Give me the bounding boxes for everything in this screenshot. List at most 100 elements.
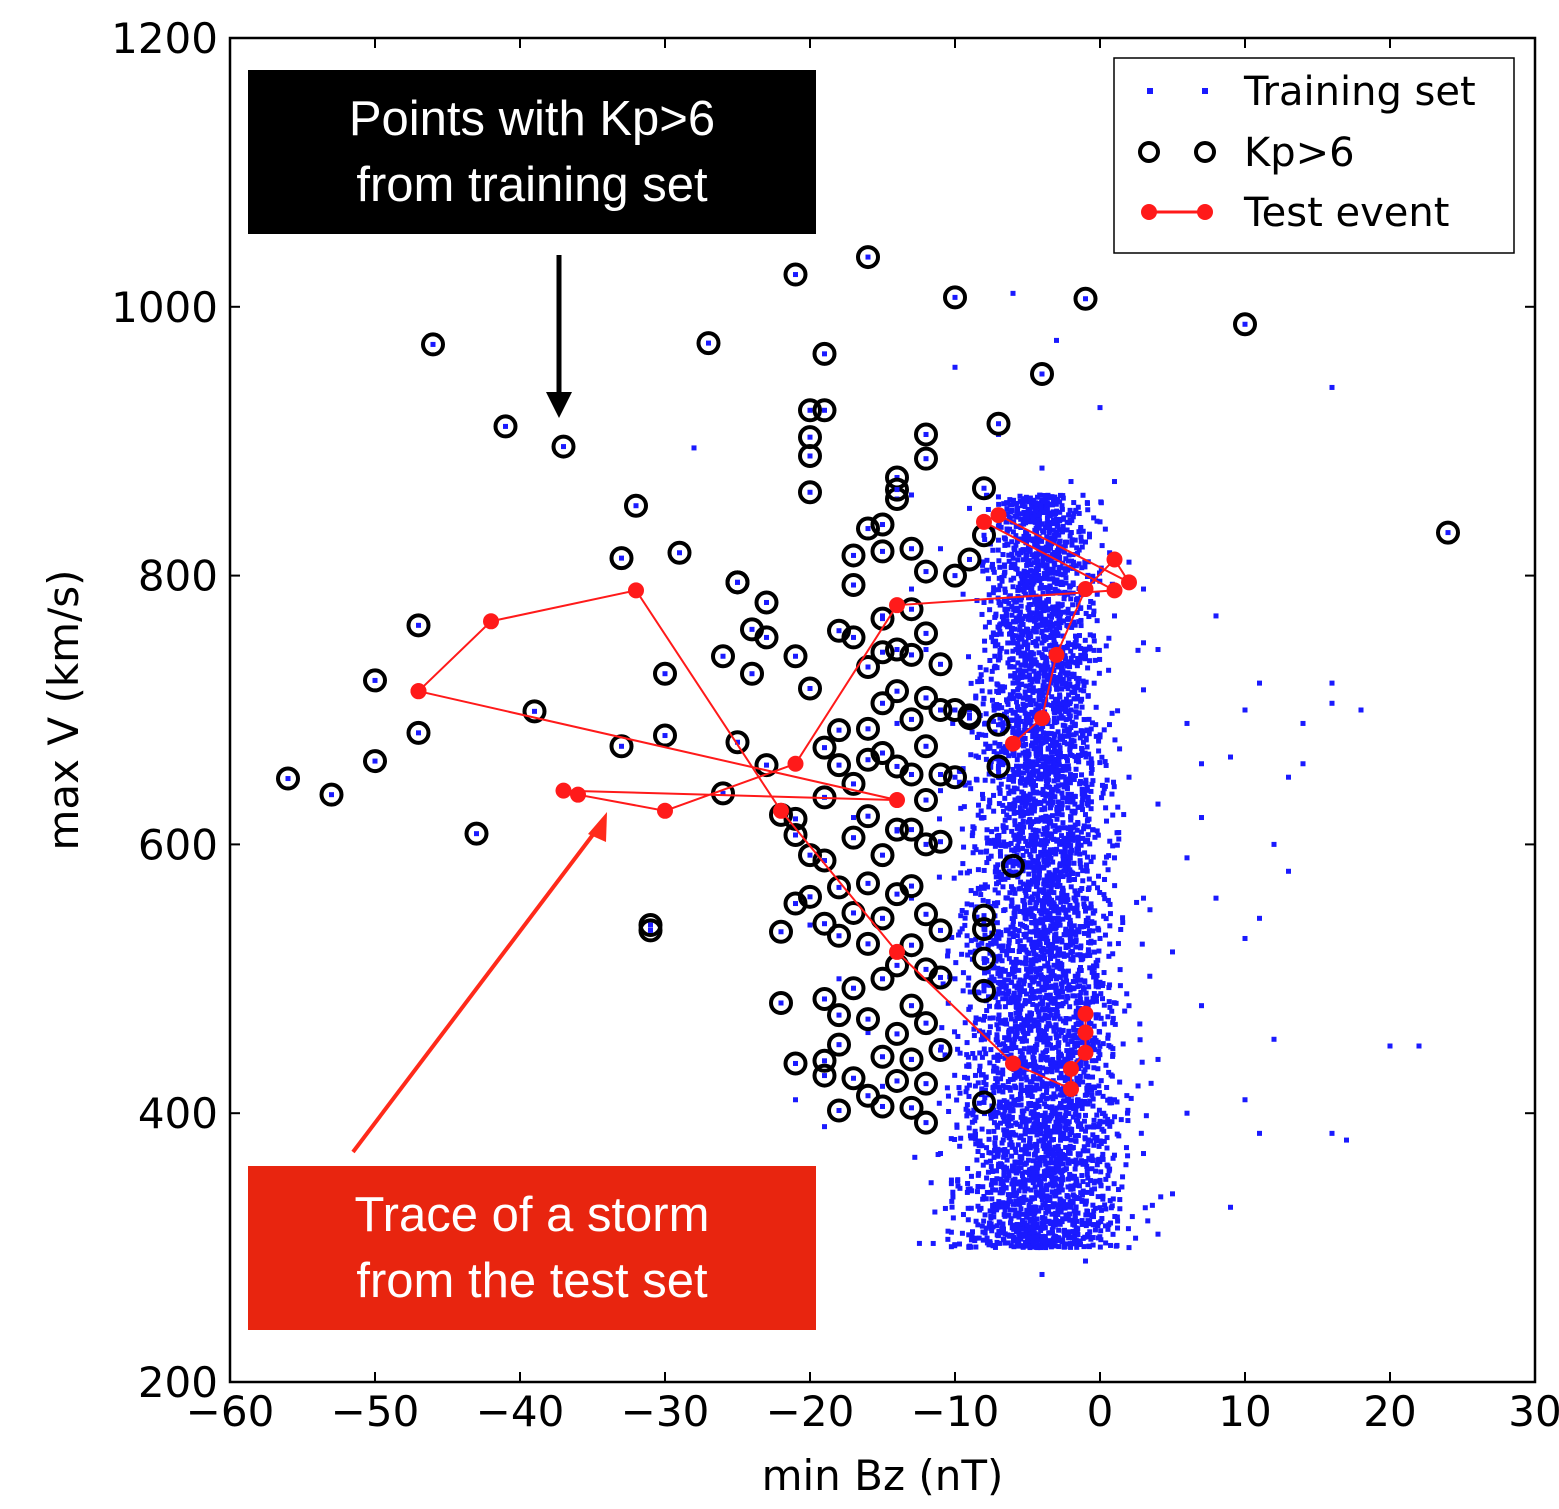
training-point bbox=[1000, 723, 1006, 729]
training-point bbox=[969, 902, 975, 908]
training-point bbox=[1035, 893, 1041, 899]
training-point bbox=[997, 628, 1003, 634]
training-point bbox=[998, 843, 1004, 849]
training-point bbox=[956, 932, 962, 938]
training-point bbox=[996, 587, 1002, 593]
training-point bbox=[1075, 680, 1081, 686]
training-point bbox=[1044, 1084, 1050, 1090]
training-point bbox=[1103, 805, 1109, 811]
training-point bbox=[1093, 722, 1099, 728]
training-point bbox=[1048, 886, 1054, 892]
training-point bbox=[1072, 1133, 1078, 1139]
training-point bbox=[1043, 1172, 1049, 1178]
training-point bbox=[1049, 754, 1055, 760]
training-point bbox=[1045, 779, 1051, 785]
training-point bbox=[1004, 991, 1010, 997]
training-point bbox=[1090, 1202, 1096, 1208]
training-point bbox=[985, 942, 991, 948]
training-point bbox=[985, 840, 991, 846]
training-point bbox=[1048, 1012, 1054, 1018]
training-point bbox=[1063, 910, 1069, 916]
training-point bbox=[983, 732, 989, 738]
training-point bbox=[1117, 1197, 1123, 1203]
training-point bbox=[1105, 1121, 1111, 1127]
training-point bbox=[1032, 918, 1038, 924]
training-point bbox=[1030, 628, 1036, 634]
training-point bbox=[1040, 1055, 1046, 1061]
training-point bbox=[1014, 1034, 1020, 1040]
training-point bbox=[1031, 661, 1037, 667]
training-point bbox=[1000, 1187, 1006, 1193]
training-point bbox=[1064, 978, 1070, 984]
training-point bbox=[1096, 1143, 1102, 1149]
training-point bbox=[1014, 514, 1020, 520]
training-point bbox=[1095, 832, 1101, 838]
training-point bbox=[1107, 1123, 1113, 1129]
training-point bbox=[1001, 839, 1007, 845]
training-point bbox=[1016, 1210, 1022, 1216]
training-point bbox=[997, 652, 1003, 658]
training-point bbox=[993, 958, 999, 964]
training-point bbox=[969, 1232, 975, 1238]
training-set-points bbox=[691, 290, 1422, 1277]
training-point bbox=[994, 688, 1000, 694]
training-point bbox=[1012, 974, 1018, 980]
training-point bbox=[1003, 927, 1009, 933]
training-point bbox=[1001, 1104, 1007, 1110]
training-point bbox=[1054, 577, 1060, 583]
training-point bbox=[1008, 1016, 1014, 1022]
training-point bbox=[1010, 710, 1016, 716]
training-point bbox=[1091, 647, 1097, 653]
training-point bbox=[1049, 969, 1055, 975]
training-point bbox=[1003, 622, 1009, 628]
training-point bbox=[1000, 1183, 1006, 1189]
training-point bbox=[1019, 511, 1025, 517]
training-point bbox=[1023, 961, 1029, 967]
training-point bbox=[1057, 499, 1063, 505]
training-point bbox=[1031, 966, 1037, 972]
training-point bbox=[996, 1199, 1002, 1205]
training-point bbox=[1036, 868, 1042, 874]
training-point bbox=[1073, 1161, 1079, 1167]
training-point bbox=[1073, 1196, 1079, 1202]
training-point bbox=[950, 720, 956, 726]
training-point bbox=[1038, 610, 1044, 616]
training-point bbox=[1050, 590, 1056, 596]
training-point bbox=[995, 1153, 1001, 1159]
training-point bbox=[1084, 787, 1090, 793]
training-point bbox=[1074, 685, 1080, 691]
training-point bbox=[1006, 1212, 1012, 1218]
training-point bbox=[1079, 956, 1085, 962]
training-point bbox=[1020, 1114, 1026, 1120]
training-point bbox=[964, 1102, 970, 1108]
training-point bbox=[1011, 1201, 1017, 1207]
training-point bbox=[1042, 956, 1048, 962]
training-point bbox=[1040, 655, 1046, 661]
training-point bbox=[1044, 1090, 1050, 1096]
training-point bbox=[1028, 1187, 1034, 1193]
training-point bbox=[1017, 1222, 1023, 1228]
training-point bbox=[956, 1085, 962, 1091]
training-point bbox=[1067, 751, 1073, 757]
training-point bbox=[1033, 629, 1039, 635]
training-point bbox=[1080, 678, 1086, 684]
training-point bbox=[1053, 1022, 1059, 1028]
training-point bbox=[1092, 1205, 1098, 1211]
training-point bbox=[1045, 1153, 1051, 1159]
training-point bbox=[1088, 788, 1094, 794]
training-point bbox=[1067, 659, 1073, 665]
training-point bbox=[1027, 1135, 1033, 1141]
training-point bbox=[1065, 805, 1071, 811]
training-point bbox=[1062, 1136, 1068, 1142]
training-point bbox=[1092, 1227, 1098, 1233]
training-point bbox=[983, 711, 989, 717]
training-point bbox=[1005, 1123, 1011, 1129]
training-point bbox=[1011, 750, 1017, 756]
training-point bbox=[1019, 1022, 1025, 1028]
training-point bbox=[1075, 1151, 1081, 1157]
training-point bbox=[996, 600, 1002, 606]
training-point bbox=[1023, 715, 1029, 721]
training-point bbox=[1025, 605, 1031, 611]
training-point bbox=[968, 938, 974, 944]
training-point bbox=[1047, 928, 1053, 934]
